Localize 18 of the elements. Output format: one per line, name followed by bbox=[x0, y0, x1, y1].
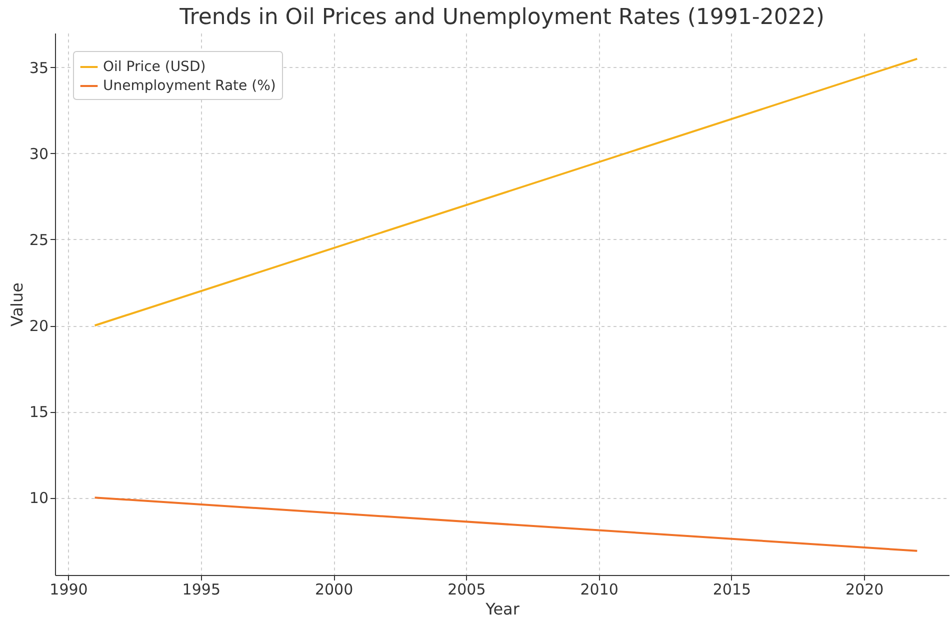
x-tick-label: 2020 bbox=[846, 580, 884, 598]
x-axis-title: Year bbox=[484, 600, 520, 618]
y-tick-label: 35 bbox=[29, 58, 48, 77]
y-tick-label: 10 bbox=[29, 489, 48, 508]
legend-label: Unemployment Rate (%) bbox=[103, 78, 276, 94]
x-tick-label: 1995 bbox=[182, 580, 220, 598]
x-tick-label: 2010 bbox=[580, 580, 618, 598]
legend-label: Oil Price (USD) bbox=[103, 59, 206, 75]
y-axis-title: Value bbox=[7, 282, 26, 326]
x-tick-label: 1990 bbox=[50, 580, 88, 598]
y-tick-label: 20 bbox=[29, 317, 48, 336]
y-tick-label: 30 bbox=[29, 144, 48, 163]
y-tick-label: 25 bbox=[29, 230, 48, 249]
x-tick-label: 2000 bbox=[314, 580, 354, 598]
x-tick-label: 2005 bbox=[448, 580, 486, 598]
chart-title: Trends in Oil Prices and Unemployment Rates (1991-2022) bbox=[178, 5, 824, 30]
x-tick-label: 2015 bbox=[712, 580, 752, 598]
y-tick-label: 15 bbox=[29, 403, 48, 422]
